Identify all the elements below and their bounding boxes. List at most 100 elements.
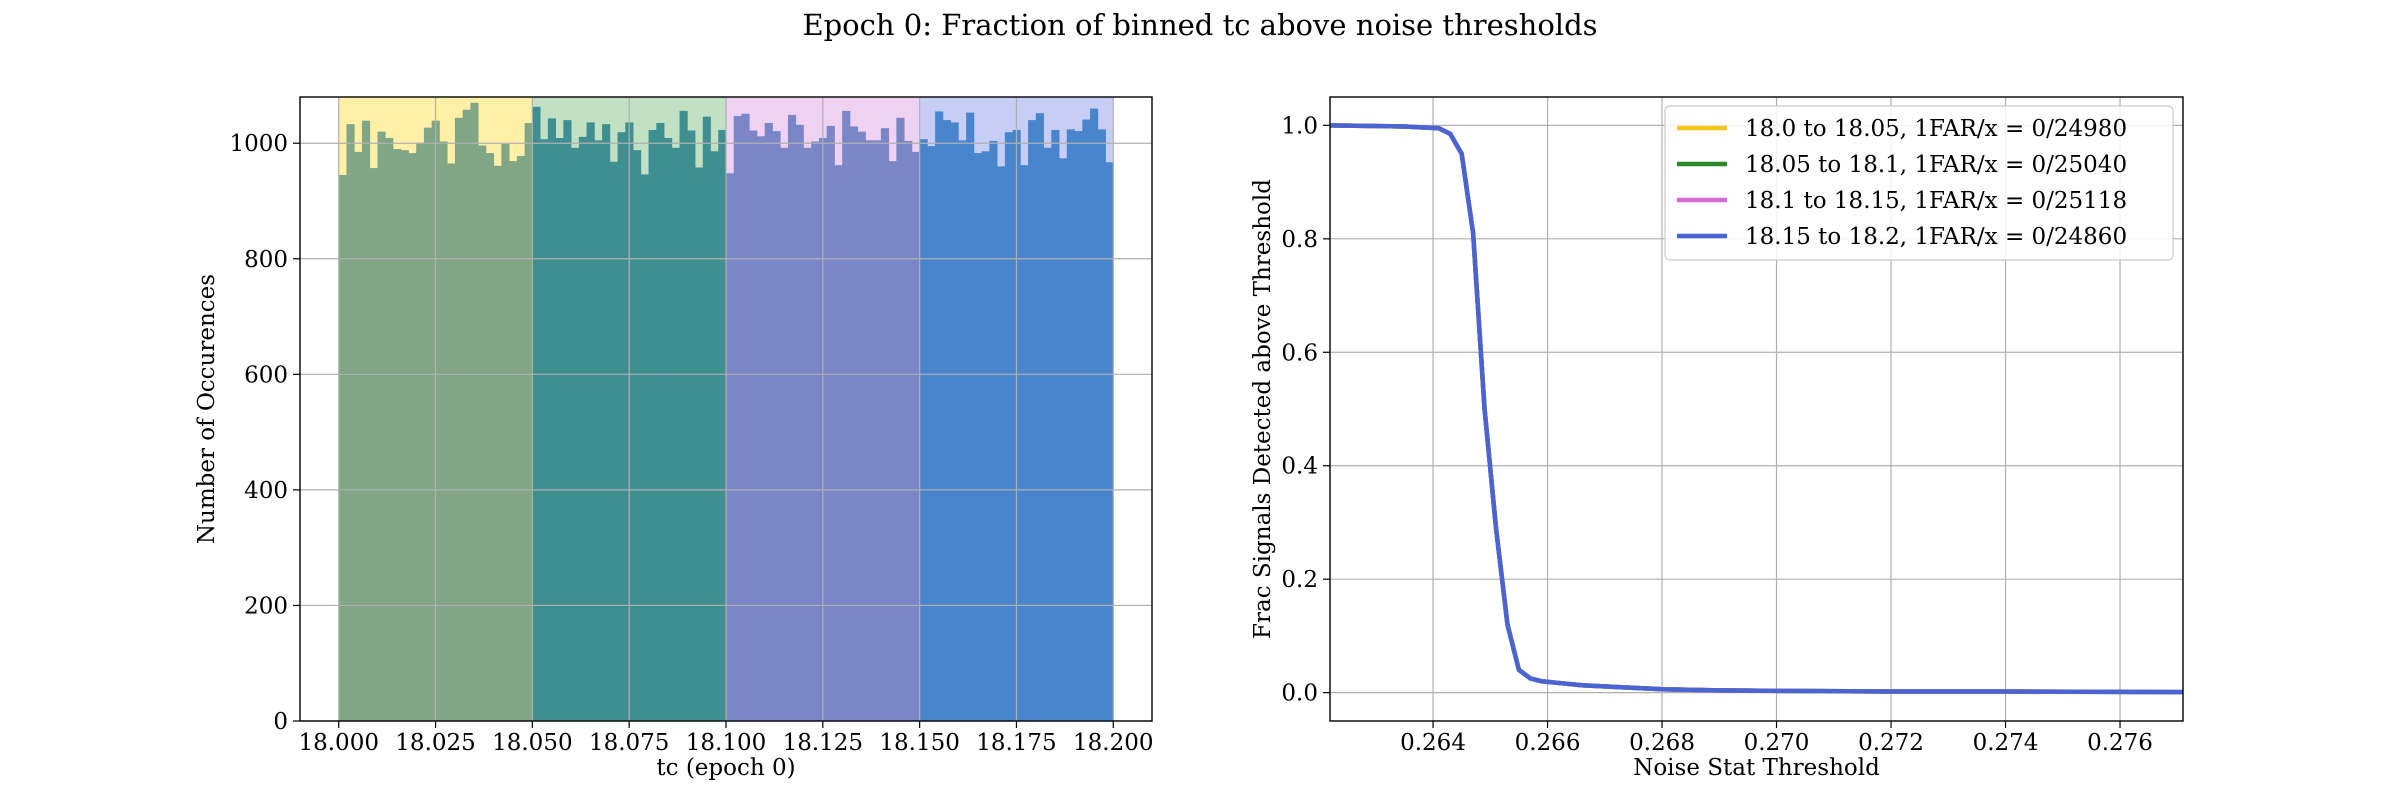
histogram-bar (687, 130, 696, 721)
histogram-bar (509, 161, 518, 722)
histogram-bar (594, 140, 603, 722)
histogram-bar (493, 165, 502, 721)
x-tick-label: 18.025 (395, 730, 475, 756)
histogram-bar (485, 153, 495, 722)
histogram-bar (1105, 162, 1114, 722)
histogram-bar (749, 130, 758, 721)
histogram-bar (873, 140, 882, 722)
x-tick-label: 0.266 (1515, 730, 1581, 756)
x-tick-label: 0.272 (1858, 730, 1924, 756)
histogram-bar (400, 150, 409, 722)
histogram-bar (904, 140, 913, 721)
histogram-bar (710, 151, 719, 722)
histogram-panel: 18.000 18.025 18.050 18.075 18.100 18.125 18.1… (194, 96, 1154, 781)
legend-label: 18.1 to 18.15, 1FAR/x = 0/25118 (1745, 188, 2127, 214)
histogram-bar (346, 124, 355, 721)
x-axis-label: Noise Stat Threshold (1633, 755, 1880, 781)
x-tick-label: 18.200 (1073, 730, 1153, 756)
histogram-bar (408, 153, 417, 722)
histogram-bar (633, 150, 642, 722)
histogram-bar (950, 122, 959, 721)
x-tick-label: 0.270 (1744, 730, 1810, 756)
histogram-bar (361, 120, 371, 721)
histogram-bar (385, 138, 394, 721)
x-tick-label: 18.150 (879, 730, 959, 756)
histogram-bar (501, 143, 510, 722)
histogram-bar (780, 147, 789, 721)
histogram-bar (656, 123, 665, 721)
y-tick-label: 0.8 (1281, 227, 1318, 253)
histogram-bar (772, 131, 781, 722)
histogram-bar (1097, 129, 1106, 721)
histogram-bar (756, 136, 766, 722)
histogram-bar (718, 129, 727, 721)
histogram-bar (392, 149, 402, 721)
histogram-bar (416, 142, 425, 722)
histogram-bar (563, 120, 572, 722)
plot-frame (1329, 96, 2184, 722)
x-tick-label: 18.075 (589, 730, 669, 756)
legend-label: 18.0 to 18.05, 1FAR/x = 0/24980 (1745, 116, 2127, 142)
histogram-bar (555, 138, 564, 721)
histogram-bar (764, 123, 773, 721)
histogram-bar (547, 118, 556, 721)
histogram-bar (679, 110, 688, 721)
histogram-bar (648, 129, 657, 721)
series-line (1330, 123, 2183, 695)
histogram-bar (726, 173, 735, 721)
histogram-bar (888, 161, 897, 722)
y-axis-label: Frac Signals Detected above Threshold (1250, 179, 1276, 639)
histogram-bar (702, 116, 711, 721)
legend-label: 18.05 to 18.1, 1FAR/x = 0/25040 (1745, 152, 2127, 178)
histogram-bar (795, 124, 804, 721)
histogram-bar (1074, 131, 1083, 722)
x-tick-label: 0.268 (1629, 730, 1695, 756)
histogram-bar (377, 131, 386, 721)
x-tick-label: 18.175 (976, 730, 1056, 756)
histogram-bar (578, 136, 587, 721)
histogram-bar (896, 117, 905, 722)
histogram-bar (609, 161, 618, 721)
legend: 18.0 to 18.05, 1FAR/x = 0/24980 18.05 to … (1664, 105, 2174, 261)
y-tick-label: 400 (244, 478, 288, 504)
histogram-bar (1020, 165, 1029, 721)
histogram-bar (981, 151, 990, 722)
histogram-bar (803, 147, 812, 721)
histogram-bar (1059, 158, 1068, 721)
histogram-bar (997, 166, 1006, 722)
histogram-bar (989, 140, 998, 721)
histogram-bar (423, 127, 433, 722)
histogram-bar (787, 114, 797, 721)
histogram-bar (973, 153, 982, 722)
histogram-bar (811, 141, 820, 721)
histogram-bar (478, 145, 487, 722)
histogram-bar (1028, 120, 1037, 722)
histogram-bar (640, 174, 649, 721)
histogram-bar (369, 168, 378, 722)
histogram-bar (602, 124, 611, 721)
y-tick-label: 0.6 (1281, 340, 1318, 366)
x-tick-label: 18.050 (492, 730, 572, 756)
x-tick-label: 0.274 (1973, 730, 2039, 756)
legend-box (1664, 105, 2174, 261)
y-tick-label: 600 (244, 362, 288, 388)
histogram-bar (532, 106, 541, 722)
y-tick-label: 1.0 (1281, 113, 1318, 139)
histogram-bar (834, 165, 843, 721)
y-tick-label: 800 (244, 247, 288, 273)
histogram-bar (671, 147, 680, 721)
histogram-bar (857, 131, 866, 721)
histogram-bar (1035, 113, 1044, 721)
histogram-bar (958, 140, 967, 722)
histogram-bar (1066, 129, 1075, 721)
histogram-bar (966, 112, 975, 722)
histogram-bar (1051, 129, 1060, 721)
histogram-bar (1090, 108, 1099, 722)
x-axis-label: tc (epoch 0) (656, 755, 795, 781)
histogram-bar (516, 155, 526, 721)
x-tick-label: 0.264 (1400, 730, 1466, 756)
histogram-bar (911, 151, 921, 721)
x-tick-label: 18.000 (298, 730, 378, 756)
